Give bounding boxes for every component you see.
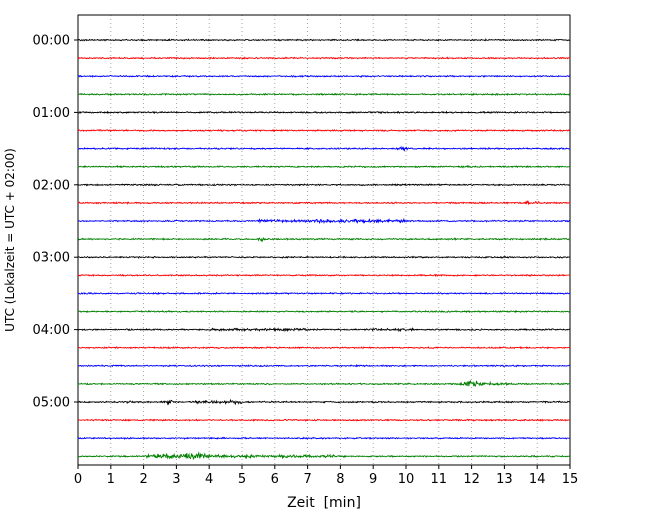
seismogram-trace xyxy=(77,38,571,42)
seismogram-trace xyxy=(77,364,570,368)
seismogram-trace xyxy=(77,217,571,225)
seismogram-trace xyxy=(77,309,571,314)
seismogram-trace xyxy=(77,110,571,114)
seismogram-trace xyxy=(77,92,571,97)
x-tick-label: 0 xyxy=(74,472,82,487)
seismogram-trace xyxy=(77,236,571,243)
x-tick-label: 14 xyxy=(529,472,546,487)
y-tick-label: 01:00 xyxy=(33,106,70,121)
x-tick-label: 2 xyxy=(139,472,147,487)
seismogram-trace xyxy=(77,74,571,78)
seismogram-trace xyxy=(77,200,571,206)
x-tick-label: 5 xyxy=(238,472,246,487)
seismogram-trace xyxy=(77,273,571,278)
x-axis-label: Zeit [min] xyxy=(287,495,361,511)
x-tick-label: 10 xyxy=(398,472,415,487)
seismogram-trace xyxy=(77,291,571,296)
x-tick-label: 12 xyxy=(463,472,480,487)
seismogram-trace xyxy=(77,145,571,152)
y-axis-label: UTC (Lokalzeit = UTC + 02:00) xyxy=(3,148,17,332)
y-tick-label: 00:00 xyxy=(33,34,70,49)
seismogram-trace xyxy=(77,327,571,333)
x-tick-label: 11 xyxy=(431,472,448,487)
seismogram-trace xyxy=(77,56,571,60)
seismogram-trace xyxy=(77,398,571,406)
seismogram-trace xyxy=(77,436,571,440)
seismogram-trace xyxy=(77,379,571,387)
x-tick-label: 7 xyxy=(303,472,311,487)
x-tick-label: 6 xyxy=(271,472,279,487)
x-tick-label: 8 xyxy=(336,472,344,487)
y-tick-label: 04:00 xyxy=(33,323,70,338)
x-tick-label: 15 xyxy=(562,472,579,487)
x-tick-label: 13 xyxy=(496,472,513,487)
x-tick-label: 1 xyxy=(107,472,115,487)
seismogram-trace xyxy=(77,255,571,259)
seismogram-trace xyxy=(78,183,571,187)
y-tick-label: 05:00 xyxy=(33,396,70,411)
seismogram-trace xyxy=(77,451,571,461)
seismogram-trace xyxy=(77,346,571,350)
x-tick-label: 3 xyxy=(172,472,180,487)
seismogram-trace xyxy=(78,128,571,133)
seismogram-trace xyxy=(77,164,571,169)
seismogram-trace xyxy=(77,418,570,422)
y-tick-label: 02:00 xyxy=(33,178,70,193)
x-tick-label: 9 xyxy=(369,472,377,487)
x-tick-label: 4 xyxy=(205,472,213,487)
y-tick-label: 03:00 xyxy=(33,251,70,266)
